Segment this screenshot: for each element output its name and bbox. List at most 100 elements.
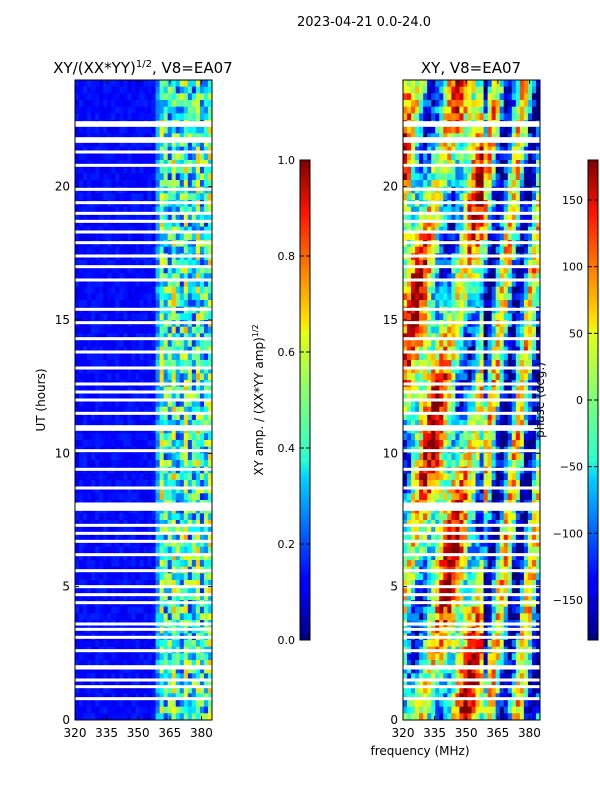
amp-cell xyxy=(91,473,96,481)
phase-cell xyxy=(407,213,412,221)
phase-cell xyxy=(515,206,521,214)
amp-cell xyxy=(91,706,96,714)
amp-cell xyxy=(87,533,92,541)
amp-cell xyxy=(187,106,193,114)
phase-cell xyxy=(515,113,521,121)
amp-cell xyxy=(127,266,133,274)
phase-cell xyxy=(531,93,537,101)
amp-cell xyxy=(191,573,197,581)
phase-cell xyxy=(519,280,525,288)
amp-cell xyxy=(75,173,80,181)
amp-cell xyxy=(127,580,133,588)
phase-cell xyxy=(479,166,485,174)
amp-cell xyxy=(159,653,165,661)
amp-cell xyxy=(203,146,209,154)
phase-cell xyxy=(527,173,533,181)
amp-cell xyxy=(155,520,161,528)
amp-cell xyxy=(147,713,153,720)
amp-cell xyxy=(75,366,80,374)
amp-cell xyxy=(191,340,197,348)
amp-cell xyxy=(111,80,116,88)
phase-cell xyxy=(531,220,537,228)
amp-cell xyxy=(179,126,185,134)
amp-cell xyxy=(167,173,173,181)
phase-cell xyxy=(455,126,461,134)
amp-cell xyxy=(191,180,197,188)
amp-cell xyxy=(127,706,133,714)
amp-cell xyxy=(91,526,96,534)
amp-cell xyxy=(159,346,165,354)
amp-cell xyxy=(123,246,128,254)
amp-cell xyxy=(83,133,88,141)
amp-cell xyxy=(195,406,201,414)
amp-cell xyxy=(167,480,173,488)
phase-cell xyxy=(495,226,501,234)
amp-cell xyxy=(171,666,177,674)
amp-cell xyxy=(159,406,165,414)
amp-cell xyxy=(111,386,116,394)
amp-cell xyxy=(203,260,209,268)
phase-cell xyxy=(503,346,509,354)
amp-cell xyxy=(171,126,177,134)
amp-cell xyxy=(195,140,201,148)
amp-cell xyxy=(115,326,120,334)
phase-cell xyxy=(471,140,477,148)
phase-cell xyxy=(491,386,497,394)
amp-cell xyxy=(87,460,92,468)
phase-cell xyxy=(459,126,465,134)
amp-cell xyxy=(107,460,112,468)
amp-cell xyxy=(83,560,88,568)
amp-cell xyxy=(191,146,197,154)
amp-cell xyxy=(207,293,212,301)
amp-cell xyxy=(179,333,185,341)
amp-cell xyxy=(127,440,133,448)
amp-cell xyxy=(155,293,161,301)
amp-cell xyxy=(139,680,145,688)
amp-cell xyxy=(203,293,209,301)
amp-cell xyxy=(179,93,185,101)
amp-cell xyxy=(135,693,141,701)
amp-cell xyxy=(131,573,137,581)
amp-cell xyxy=(131,193,137,201)
amp-cell xyxy=(163,366,169,374)
amp-cell xyxy=(167,606,173,614)
amp-cell xyxy=(187,586,193,594)
amp-cell xyxy=(119,393,124,401)
amp-cell xyxy=(95,593,100,601)
amp-cell xyxy=(187,666,193,674)
amp-cell xyxy=(103,700,108,708)
phase-cell xyxy=(523,173,529,181)
amp-cell xyxy=(75,326,80,334)
amp-cell xyxy=(155,393,161,401)
amp-cell xyxy=(183,140,189,148)
amp-cell xyxy=(115,533,120,541)
amp-cell xyxy=(147,246,153,254)
amp-cell xyxy=(147,673,153,681)
amp-cell xyxy=(95,673,100,681)
amp-cell xyxy=(139,580,145,588)
amp-cell xyxy=(183,346,189,354)
phase-cell xyxy=(527,326,533,334)
phase-cell xyxy=(503,313,509,321)
amp-cell xyxy=(131,420,137,428)
phase-cell xyxy=(503,140,509,148)
amp-cell xyxy=(195,300,201,308)
phase-cell xyxy=(411,220,416,228)
phase-cell xyxy=(531,180,537,188)
amp-cell xyxy=(183,460,189,468)
amp-cell xyxy=(175,540,181,548)
phase-cell xyxy=(459,106,465,114)
phase-cell xyxy=(443,126,448,134)
amp-cell xyxy=(83,313,88,321)
amp-cell xyxy=(83,386,88,394)
phase-cell xyxy=(459,180,465,188)
amp-cell xyxy=(79,220,84,228)
phase-cell xyxy=(447,353,452,361)
phase-cell xyxy=(495,333,501,341)
amp-cell xyxy=(83,293,88,301)
amp-cell xyxy=(91,160,96,168)
flagged-row xyxy=(75,507,212,511)
amp-cell xyxy=(95,313,100,321)
amp-cell xyxy=(187,386,193,394)
amp-cell xyxy=(167,140,173,148)
